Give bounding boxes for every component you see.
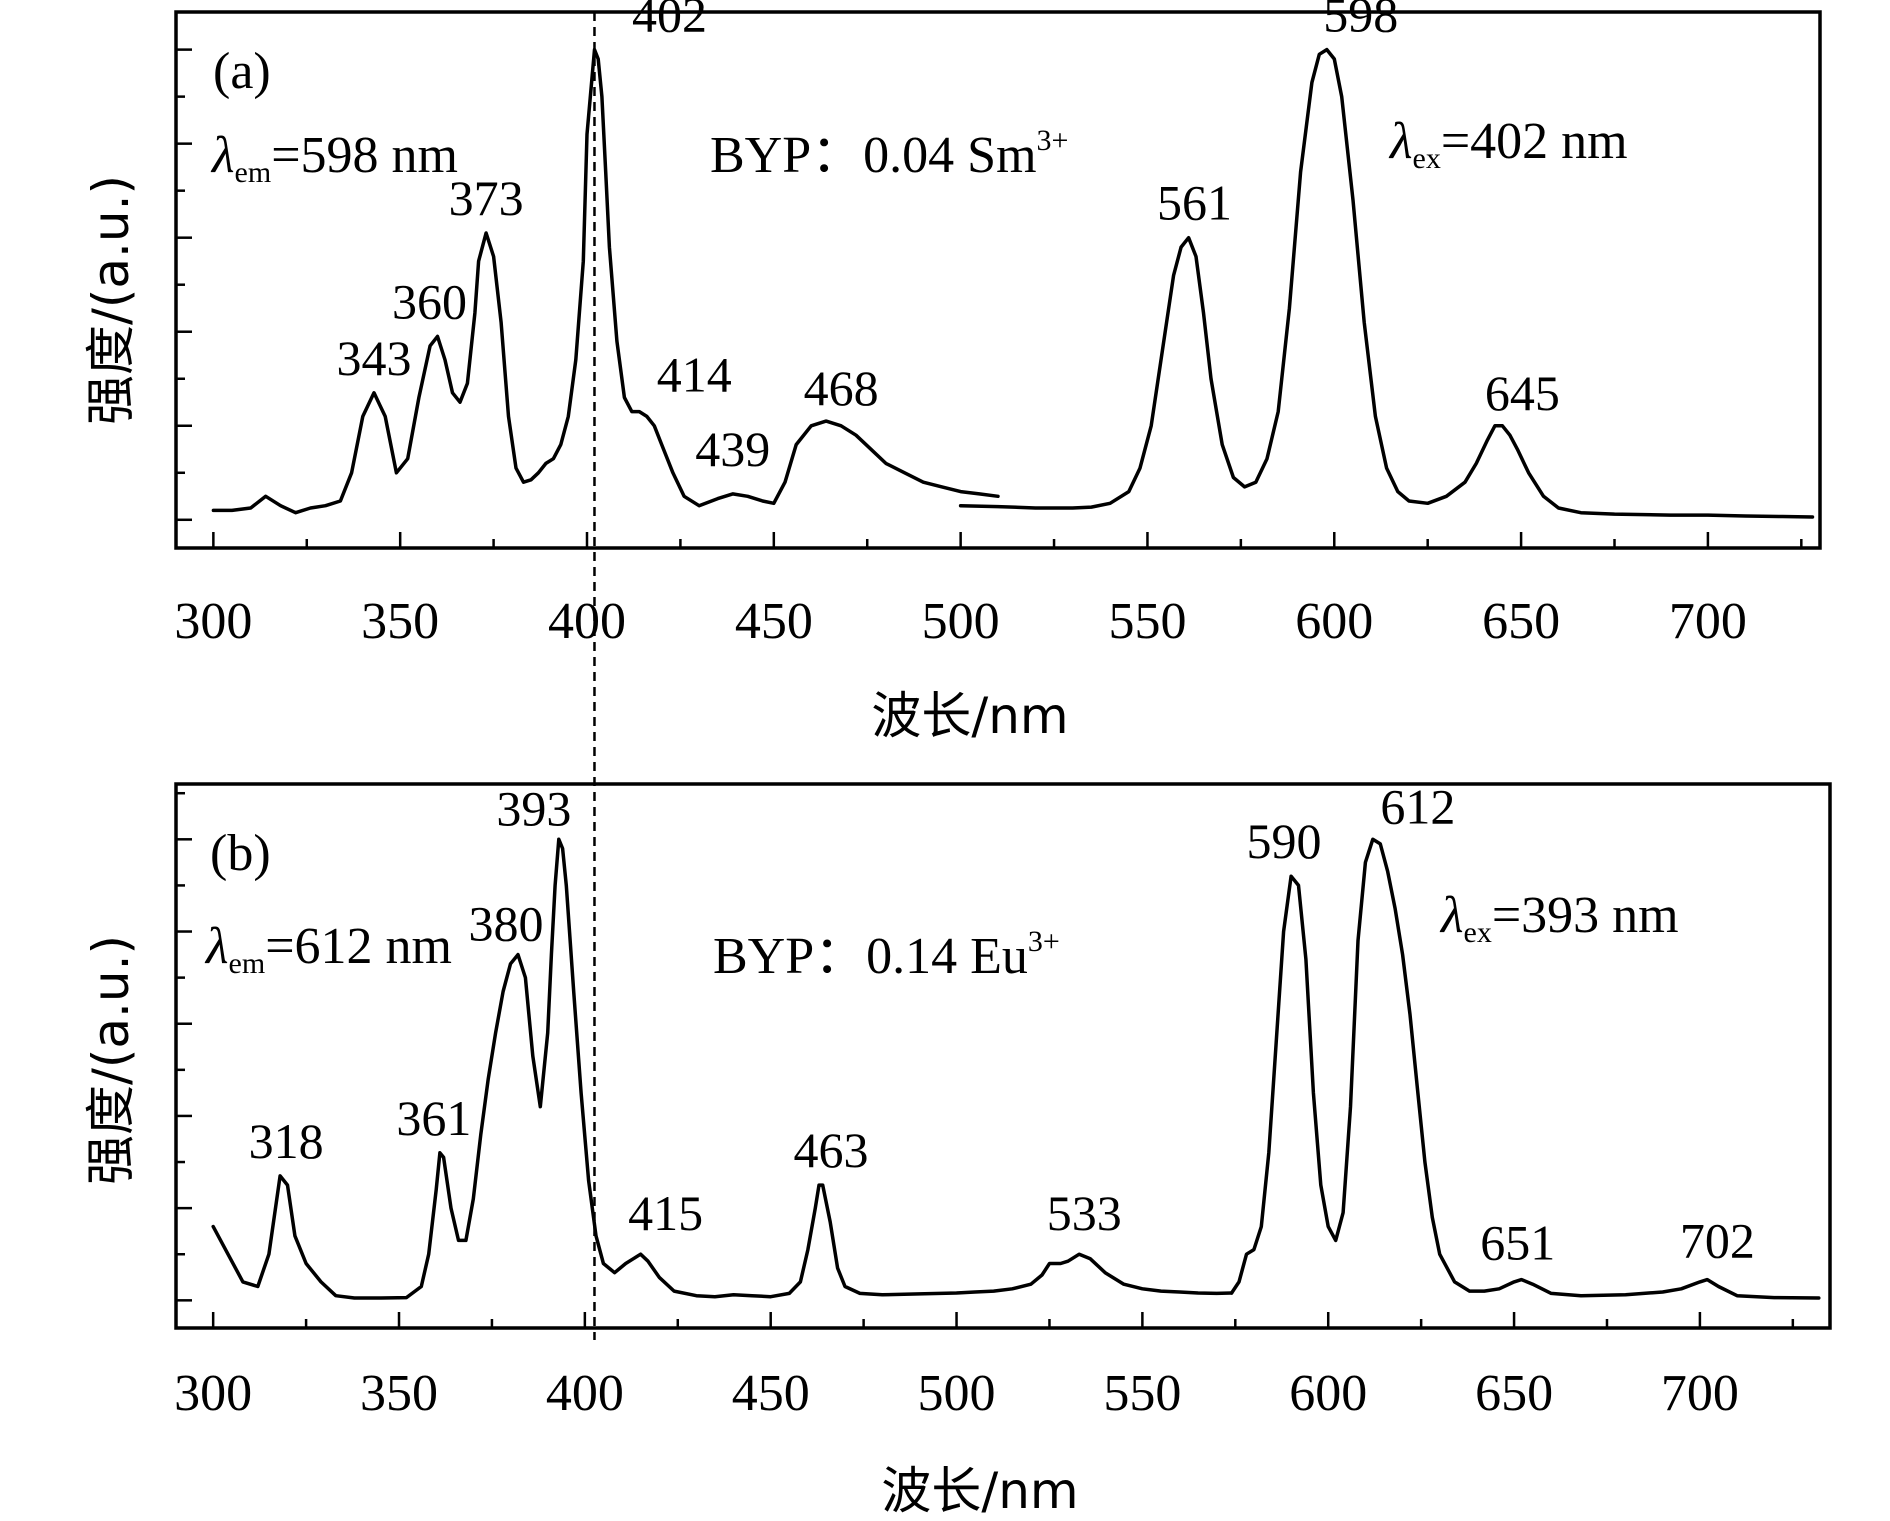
sample-composition-b: BYP：0.14 Eu3+ bbox=[713, 925, 1060, 985]
x-tick-label: 600 bbox=[1295, 593, 1373, 650]
x-tick-label: 450 bbox=[735, 593, 813, 650]
peak-label: 533 bbox=[1047, 1185, 1122, 1241]
peak-label: 361 bbox=[396, 1090, 471, 1146]
peak-label: 373 bbox=[449, 170, 524, 226]
peak-label: 651 bbox=[1480, 1215, 1555, 1271]
peak-label: 380 bbox=[468, 896, 543, 952]
x-axis-title-b: 波长/nm bbox=[881, 1462, 1078, 1520]
peak-label: 402 bbox=[632, 0, 707, 43]
peak-label: 393 bbox=[496, 780, 571, 836]
x-tick-label: 700 bbox=[1661, 1365, 1739, 1422]
x-tick-label: 400 bbox=[546, 1365, 624, 1422]
plot-frame-a bbox=[174, 10, 1822, 550]
x-tick-label: 400 bbox=[548, 593, 626, 650]
peak-label: 414 bbox=[657, 347, 732, 403]
peak-label: 318 bbox=[249, 1113, 324, 1169]
ticks-b bbox=[176, 791, 1795, 1328]
peak-label: 468 bbox=[804, 360, 879, 416]
ticks-a bbox=[176, 48, 1803, 548]
peak-label: 645 bbox=[1485, 365, 1560, 421]
plot-frame-b bbox=[174, 782, 1832, 1330]
x-tick-label: 600 bbox=[1289, 1365, 1367, 1422]
x-tick-label: 350 bbox=[361, 593, 439, 650]
x-tick-labels-b: 300 350 400 450 500 550 600 650 700 bbox=[174, 1365, 1739, 1422]
peak-label: 463 bbox=[794, 1122, 869, 1178]
peak-label: 598 bbox=[1323, 0, 1398, 43]
panel-label-b: (b) bbox=[210, 825, 271, 882]
peak-label: 360 bbox=[392, 273, 467, 329]
peak-label: 439 bbox=[695, 421, 770, 477]
x-tick-label: 450 bbox=[732, 1365, 810, 1422]
peak-label: 415 bbox=[628, 1185, 703, 1241]
panel-b: 300 350 400 450 500 550 600 650 700 318 361 380 393… bbox=[82, 778, 1832, 1520]
x-tick-label: 650 bbox=[1482, 593, 1560, 650]
x-tick-label: 500 bbox=[922, 593, 1000, 650]
excitation-curve-a bbox=[211, 47, 1000, 515]
peak-label: 612 bbox=[1380, 778, 1455, 834]
peak-label: 343 bbox=[337, 330, 412, 386]
y-axis-title-a: 强度/(a.u.) bbox=[82, 175, 140, 425]
emission-curve-a bbox=[958, 47, 1815, 519]
peak-label: 590 bbox=[1247, 813, 1322, 869]
sample-composition-a: BYP：0.04 Sm3+ bbox=[710, 124, 1068, 184]
x-tick-labels-a: 300 350 400 450 500 550 600 650 700 bbox=[174, 593, 1747, 650]
x-tick-label: 650 bbox=[1475, 1365, 1553, 1422]
y-axis-title-b: 强度/(a.u.) bbox=[82, 935, 140, 1185]
peak-labels-b: 318 361 380 393 415 463 533 590 612 651 702 bbox=[249, 778, 1755, 1270]
excitation-curve-b bbox=[211, 837, 1234, 1300]
x-axis-title-a: 波长/nm bbox=[871, 687, 1068, 745]
emission-curve-b bbox=[1229, 837, 1821, 1300]
x-tick-label: 300 bbox=[174, 1365, 252, 1422]
em-wavelength-note-a: λem=598 nm bbox=[210, 127, 458, 189]
x-tick-label: 550 bbox=[1103, 1365, 1181, 1422]
peak-label: 702 bbox=[1680, 1213, 1755, 1269]
ex-wavelength-note-a: λex=402 nm bbox=[1388, 113, 1628, 175]
peak-label: 561 bbox=[1157, 175, 1232, 231]
x-tick-label: 350 bbox=[360, 1365, 438, 1422]
panel-label-a: (a) bbox=[213, 43, 271, 100]
ex-wavelength-note-b: λex=393 nm bbox=[1439, 887, 1679, 949]
em-wavelength-note-b: λem=612 nm bbox=[204, 918, 452, 980]
x-tick-label: 500 bbox=[918, 1365, 996, 1422]
x-tick-label: 550 bbox=[1108, 593, 1186, 650]
x-tick-label: 700 bbox=[1669, 593, 1747, 650]
x-tick-label: 300 bbox=[174, 593, 252, 650]
